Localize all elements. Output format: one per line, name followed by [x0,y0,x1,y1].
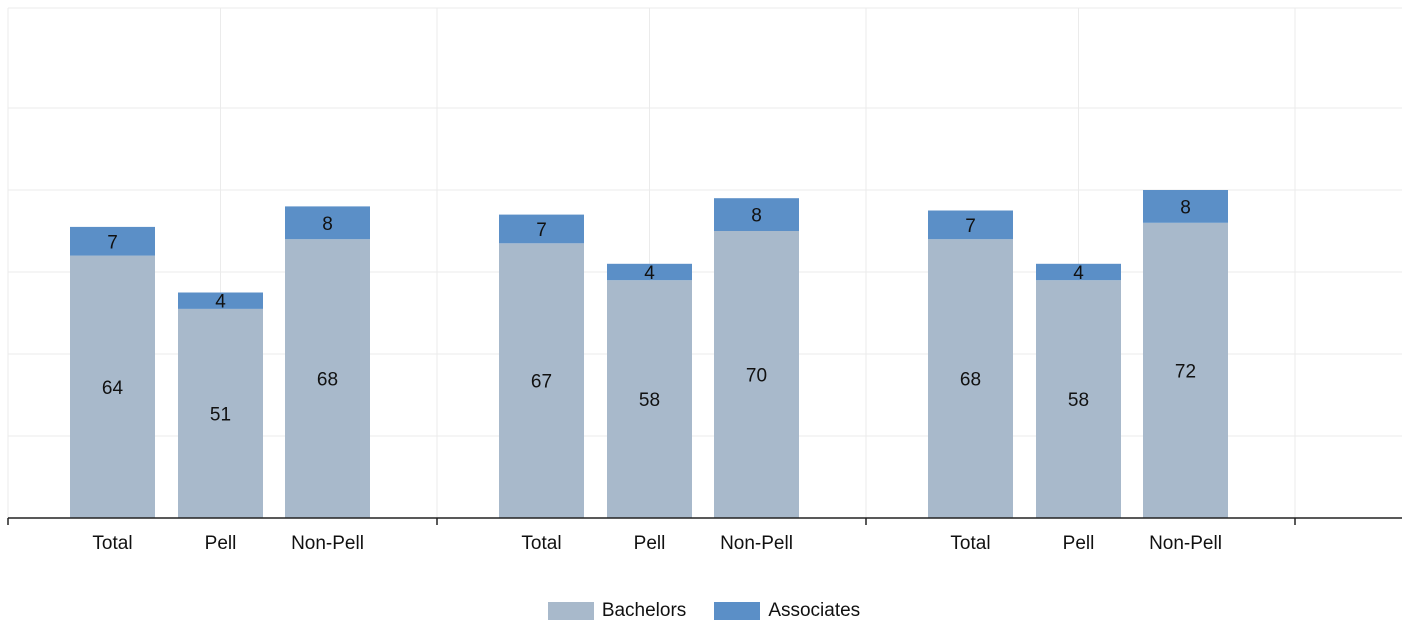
x-tick-label: Pell [1063,533,1095,554]
data-label: 8 [751,206,762,227]
bar-segment-bachelors [714,231,799,518]
x-axis: Total Pell Non-Pell Total Pell Non-Pell Total P… [7,517,1402,554]
legend: Bachelors Associates [0,596,1408,626]
data-label: 7 [965,216,976,237]
stacked-bar-chart: 64 7 51 4 68 8 67 7 58 4 70 8 68 7 58 4 72 8 Total Pell Non… [7,7,1402,554]
legend-label-associates: Associates [768,600,861,621]
legend-item-associates: Associates [714,600,860,622]
x-tick-label: Non-Pell [1149,533,1222,554]
data-label: 67 [531,372,552,393]
bar-segment-associates [499,214,584,244]
data-label: 58 [639,390,660,411]
bar-segment-bachelors [928,239,1013,518]
legend-item-bachelors: Bachelors [547,600,687,622]
bar-segment-bachelors [1143,222,1228,519]
bar-segment-bachelors [607,280,692,518]
bar-segment-associates [70,226,155,256]
legend-swatch-bachelors [547,602,594,620]
bar-segment-bachelors [178,308,263,518]
legend-swatch-associates [714,602,761,620]
data-label: 4 [215,292,226,313]
x-tick-label: Total [950,533,990,554]
x-tick-label: Total [92,533,132,554]
x-tick-label: Non-Pell [291,533,364,554]
legend-label-bachelors: Bachelors [601,600,687,621]
bar-segment-associates [928,210,1013,240]
bar-segment-associates [607,263,692,281]
data-label: 4 [644,263,655,284]
data-label: 72 [1175,361,1196,382]
data-label: 58 [1068,390,1089,411]
data-label: 51 [210,404,231,425]
data-label: 8 [1180,197,1191,218]
bar-segment-bachelors [70,255,155,518]
bar-segment-bachelors [1036,280,1121,518]
data-label: 4 [1073,263,1084,284]
data-label: 7 [107,232,118,253]
data-label: 70 [746,366,767,387]
bar-segment-associates [714,198,799,231]
x-tick-label: Pell [634,533,666,554]
bar-segment-bachelors [499,243,584,519]
bar-segment-associates [1143,190,1228,223]
data-label: 8 [322,214,333,235]
data-label: 68 [317,370,338,391]
bar-segment-associates [178,292,263,309]
data-label: 64 [102,378,124,399]
bar-segment-associates [285,206,370,240]
x-tick-label: Pell [205,533,237,554]
bar-segment-associates [1036,263,1121,281]
bars: 64 7 51 4 68 8 67 7 58 4 70 8 68 7 58 4 72 8 [70,190,1228,519]
x-tick-label: Total [521,533,561,554]
bar-segment-bachelors [285,239,370,518]
data-label: 7 [536,220,547,241]
data-label: 68 [960,370,981,391]
x-tick-label: Non-Pell [720,533,793,554]
